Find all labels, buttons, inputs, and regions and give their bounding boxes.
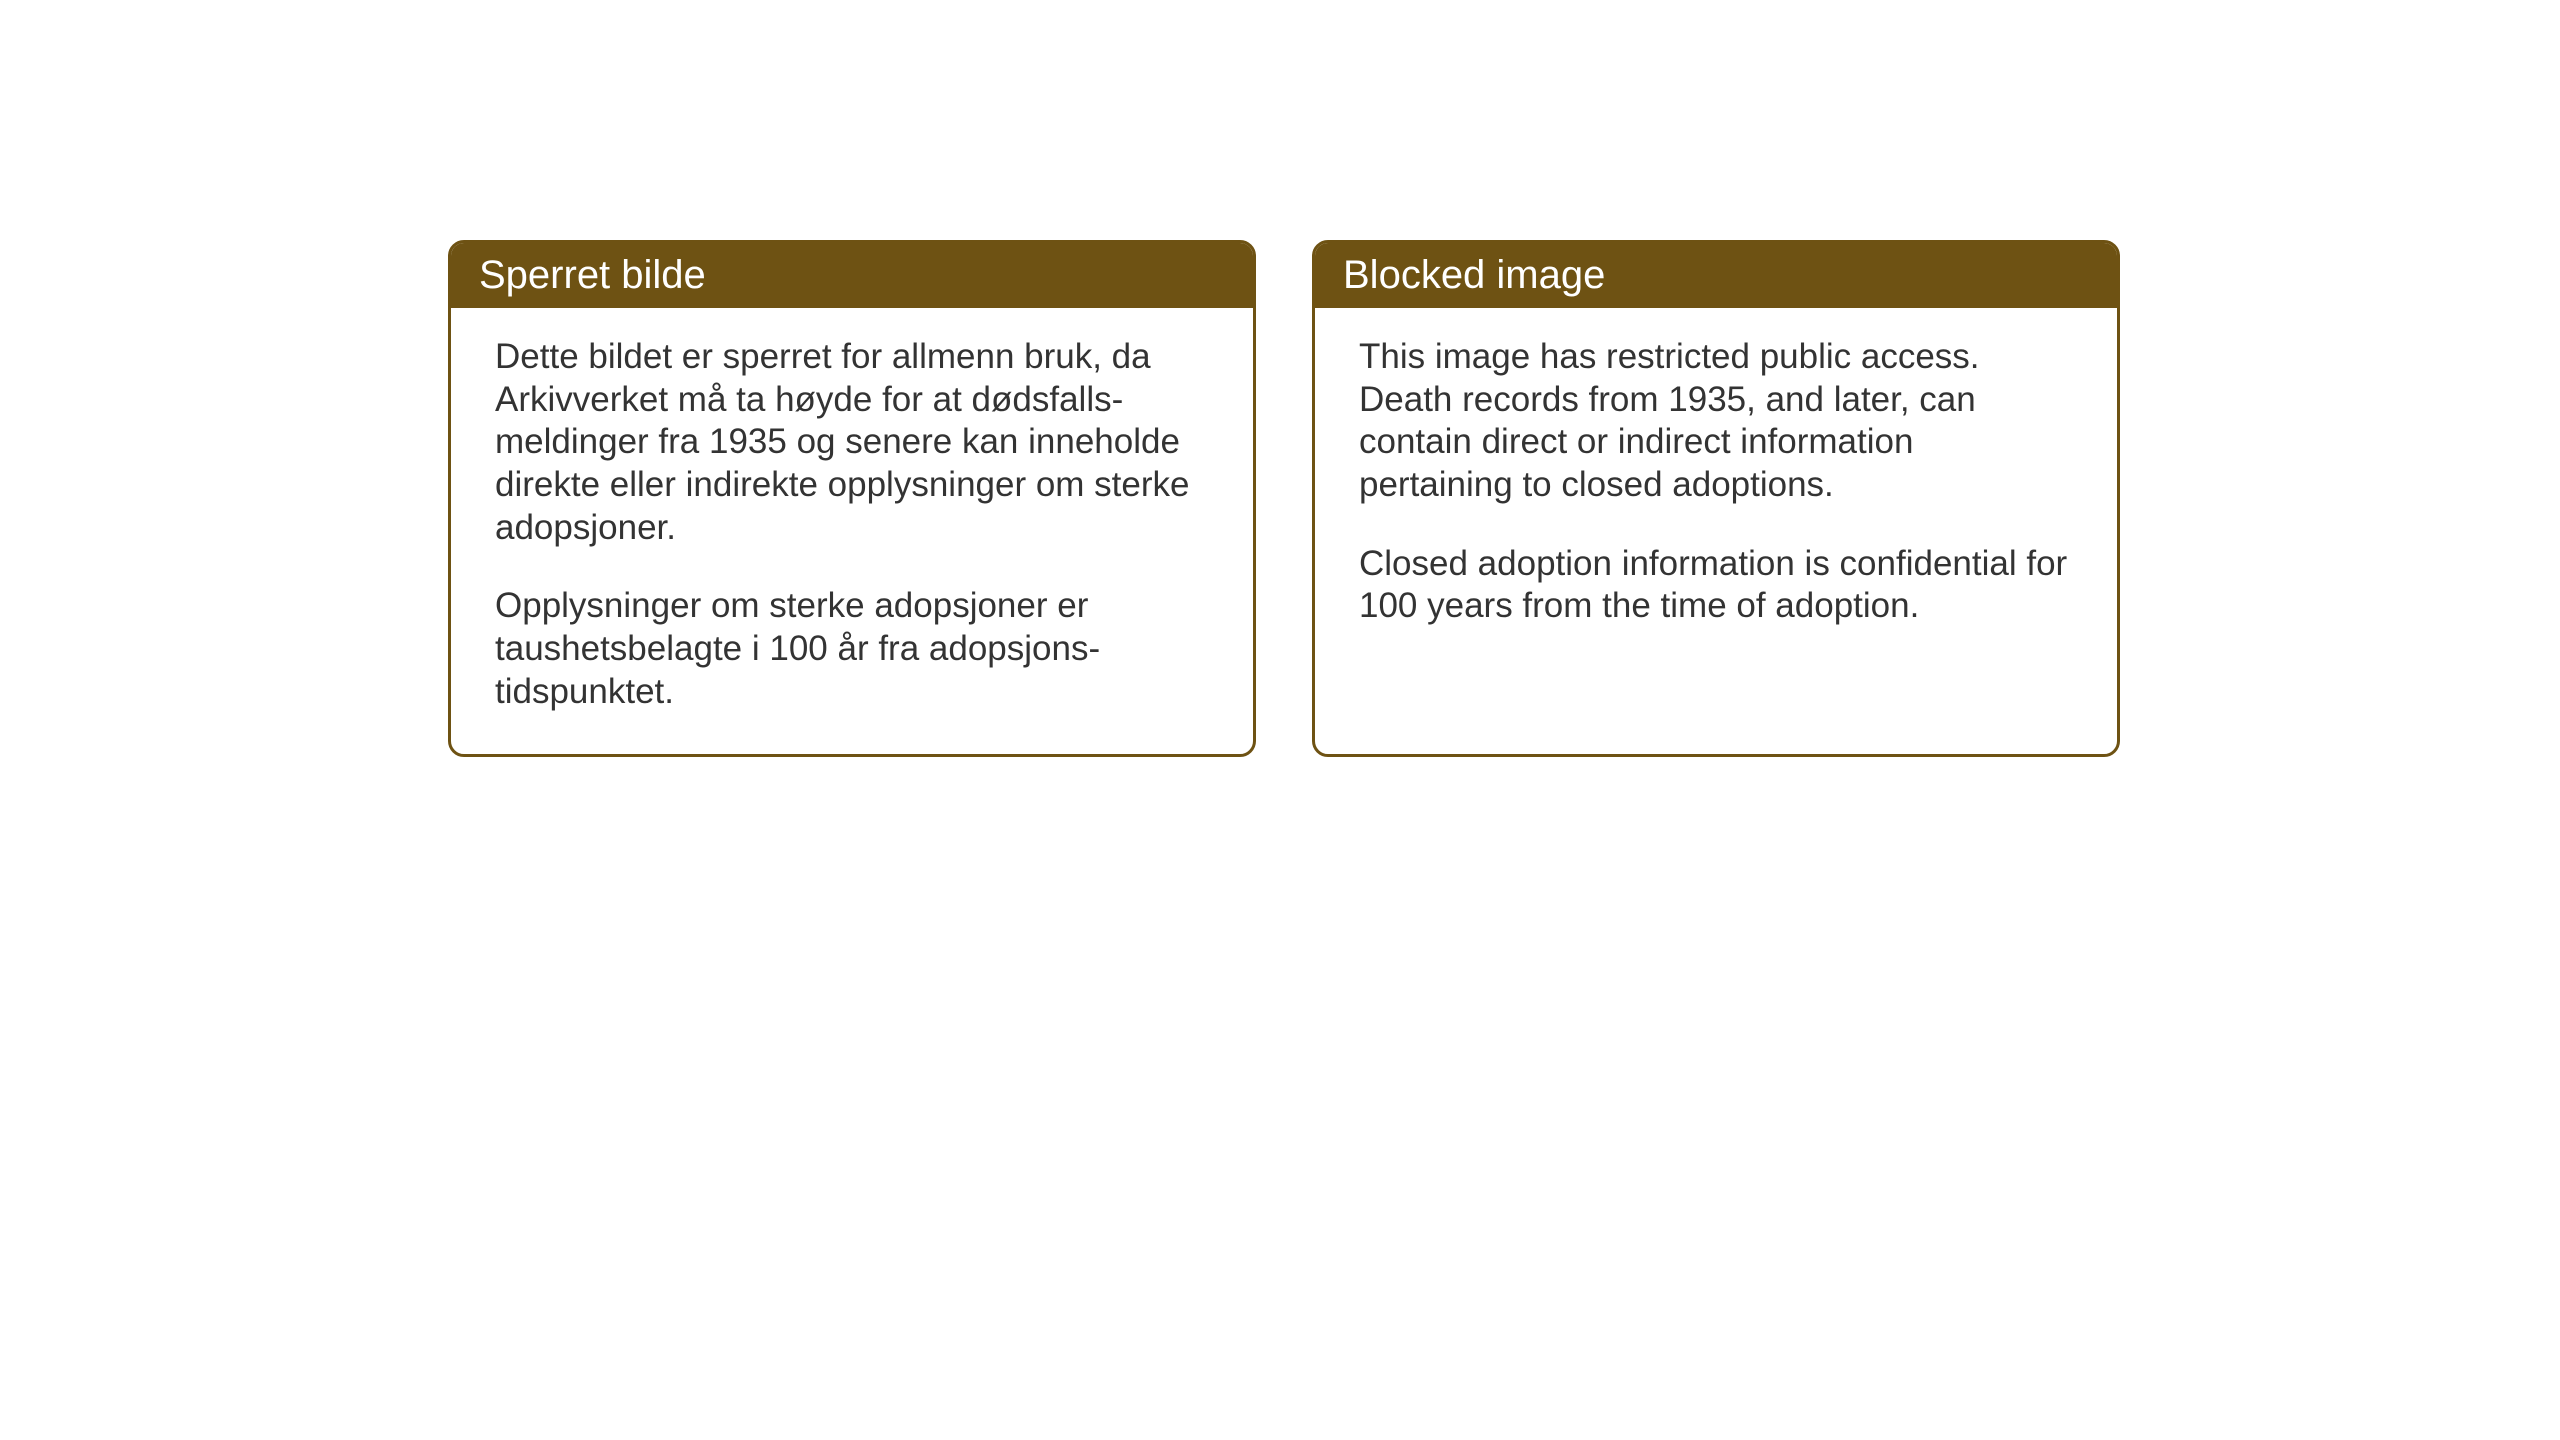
card-paragraph-1-english: This image has restricted public access.… <box>1359 336 2073 507</box>
card-header-norwegian: Sperret bilde <box>451 243 1253 308</box>
card-paragraph-1-norwegian: Dette bildet er sperret for allmenn bruk… <box>495 336 1209 549</box>
card-body-english: This image has restricted public access.… <box>1315 308 2117 668</box>
card-title-english: Blocked image <box>1343 253 1605 297</box>
notice-card-english: Blocked image This image has restricted … <box>1312 240 2120 757</box>
notice-container: Sperret bilde Dette bildet er sperret fo… <box>448 240 2120 757</box>
card-paragraph-2-english: Closed adoption information is confident… <box>1359 543 2073 628</box>
card-header-english: Blocked image <box>1315 243 2117 308</box>
card-body-norwegian: Dette bildet er sperret for allmenn bruk… <box>451 308 1253 754</box>
card-paragraph-2-norwegian: Opplysninger om sterke adopsjoner er tau… <box>495 585 1209 713</box>
card-title-norwegian: Sperret bilde <box>479 253 706 297</box>
notice-card-norwegian: Sperret bilde Dette bildet er sperret fo… <box>448 240 1256 757</box>
